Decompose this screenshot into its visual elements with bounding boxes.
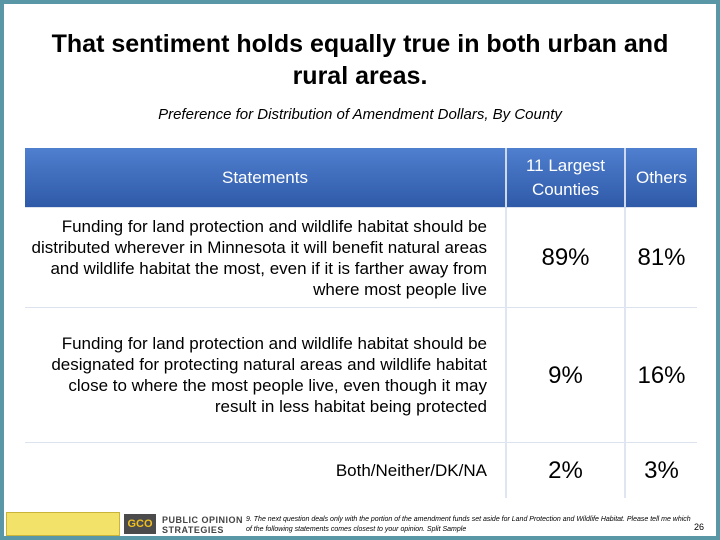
- column-header: Statements: [25, 148, 506, 208]
- title: That sentiment holds equally true in bot…: [51, 30, 669, 90]
- statement: Funding for land protection and wildlife…: [25, 307, 506, 443]
- header-row: Statements 11 Largest Counties Others: [25, 148, 697, 208]
- row: Funding for land protection and wildlife…: [25, 207, 697, 308]
- logo-text: PUBLIC OPINION: [162, 515, 244, 525]
- value-cell: 9%: [505, 307, 625, 443]
- value-cell: 81%: [624, 207, 697, 308]
- subtitle: Preference for Distribution of Amendment…: [158, 106, 562, 123]
- value-cell: 3%: [624, 442, 697, 498]
- row: Funding for land protection and wildlife…: [25, 307, 697, 443]
- statement: Funding for land protection and wildlife…: [25, 207, 506, 308]
- logo-mark: GCO: [124, 514, 156, 534]
- sponsor-logo: [6, 512, 120, 536]
- row: Both/Neither/DK/NA 2% 3%: [25, 442, 697, 498]
- column-header: 11 Largest Counties: [505, 148, 625, 208]
- value-cell: 2%: [505, 442, 625, 498]
- value-cell: 89%: [505, 207, 625, 308]
- column-header: Others: [624, 148, 697, 208]
- page-number: 26: [694, 522, 705, 532]
- value-cell: 16%: [624, 307, 697, 443]
- table: Statements 11 Largest Counties Others Fu…: [25, 148, 697, 498]
- statement: Both/Neither/DK/NA: [25, 442, 506, 498]
- footnote: 9. The next question deals only with the…: [246, 516, 691, 533]
- logo-text: STRATEGIES: [162, 525, 224, 535]
